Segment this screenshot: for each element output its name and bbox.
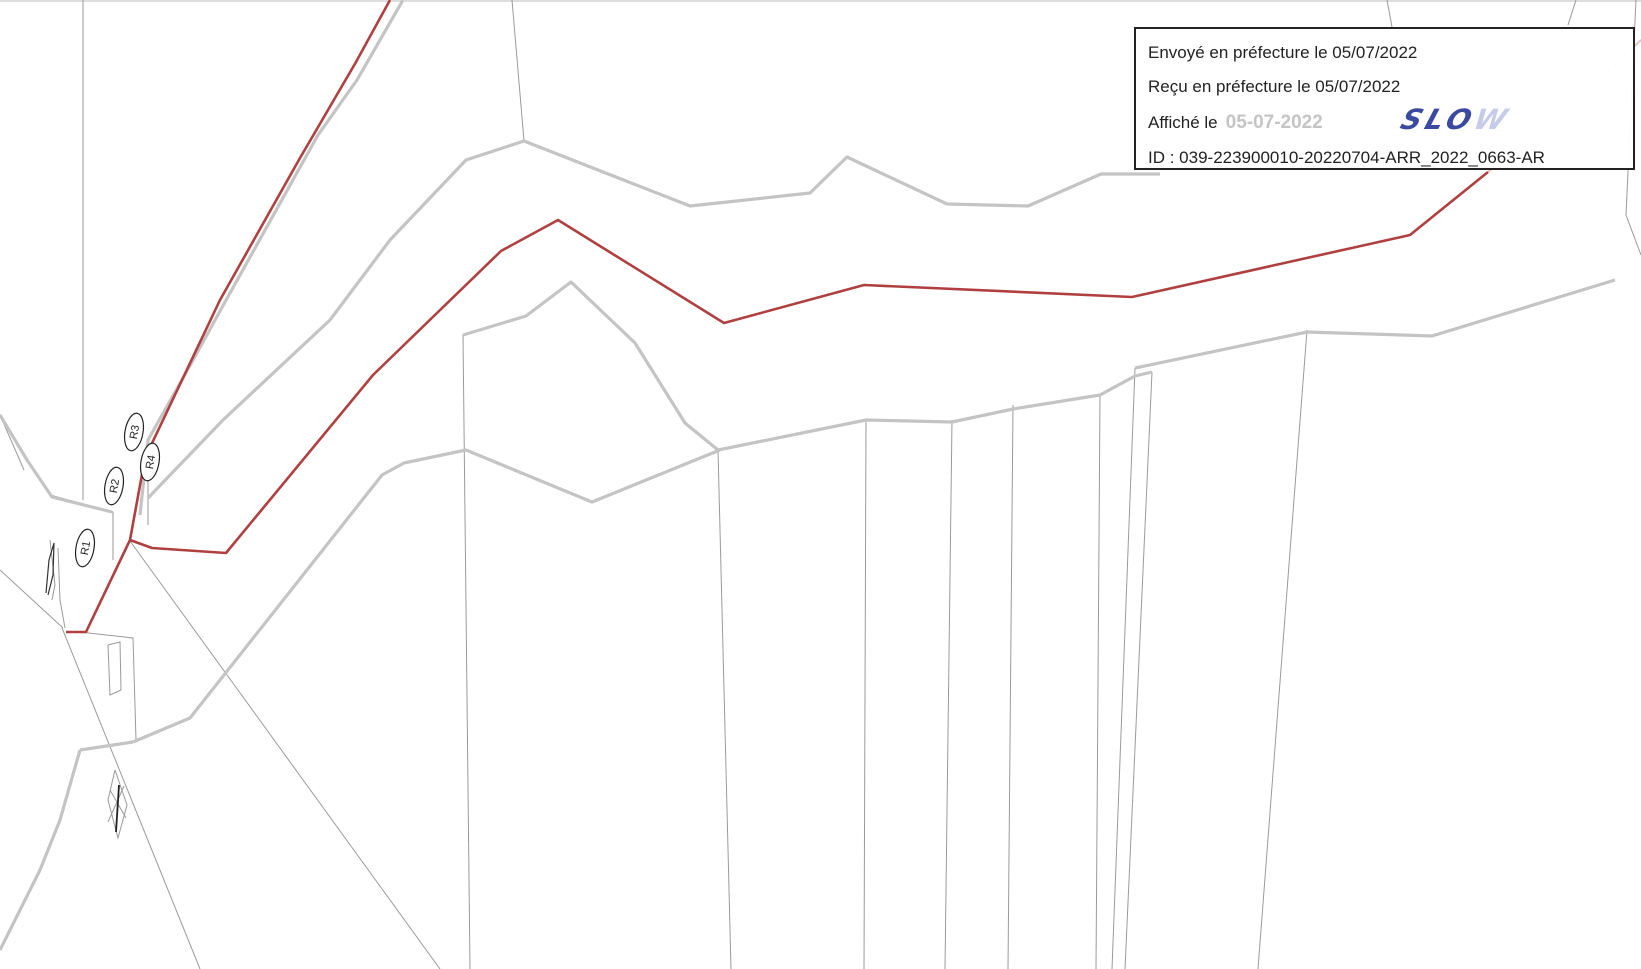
slow-logo: SLOW — [1397, 103, 1515, 136]
marker-r4: R4 — [139, 442, 161, 482]
envoye-text: Envoyé en préfecture le 05/07/2022 — [1148, 43, 1418, 62]
road-outlines — [0, 0, 1616, 951]
recu-text: Reçu en préfecture le 05/07/2022 — [1148, 77, 1401, 96]
marker-label: R1 — [79, 540, 93, 556]
id-text: ID : 039-223900010-20220704-ARR_2022_066… — [1148, 148, 1545, 167]
marker-label: R2 — [108, 478, 122, 494]
affiche-date: 05-07-2022 — [1225, 112, 1323, 133]
logo-text: SLO — [1396, 103, 1481, 136]
route-lines — [66, 0, 1489, 634]
marker-label: R3 — [128, 424, 142, 440]
affiche-line: Affiché le 05-07-2022 — [1148, 112, 1323, 134]
tree-symbol-icon — [107, 769, 128, 840]
north-arrow-icon — [45, 542, 55, 596]
marker-r1: R1 — [74, 528, 96, 568]
affiche-prefix: Affiché le — [1148, 113, 1218, 132]
marker-r2: R2 — [103, 466, 125, 506]
marker-r3: R3 — [123, 412, 145, 452]
marker-label: R4 — [144, 454, 158, 470]
prefecture-stamp: Envoyé en préfecture le 05/07/2022 Reçu … — [1134, 27, 1635, 170]
